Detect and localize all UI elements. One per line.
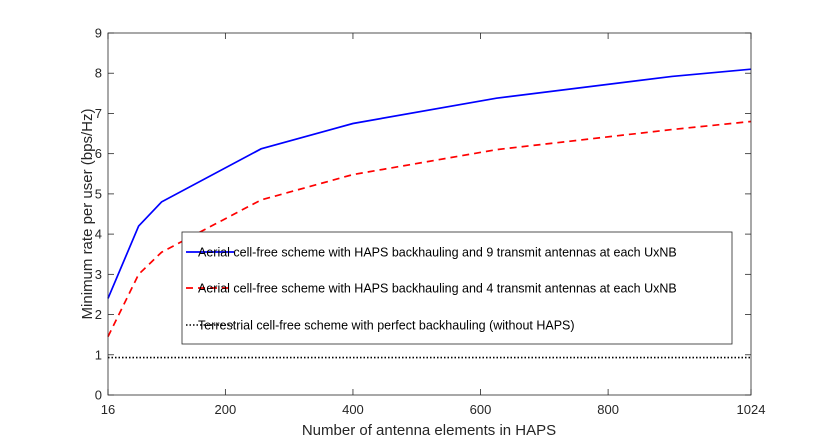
x-tick-label: 400 [342,402,364,417]
y-tick-label: 3 [95,267,102,282]
y-tick-label: 4 [95,227,102,242]
legend-label-2: Aerial cell-free scheme with HAPS backha… [198,282,677,296]
y-tick-label: 9 [95,26,102,41]
x-tick-label: 16 [101,402,115,417]
axes-box [107,32,752,396]
y-axis-label: Minimum rate per user (bps/Hz) [79,109,96,320]
series-line-1 [107,68,752,299]
y-tick-label: 7 [95,106,102,121]
series-line-2 [107,120,752,338]
x-axis-label: Number of antenna elements in HAPS [302,422,556,439]
y-tick-label: 1 [95,347,102,362]
x-tick-label: 800 [597,402,619,417]
ticks-layer: 16 200 400 600 800 1024 0 1 2 3 4 5 6 7 8 9 [95,26,766,418]
x-tick-label: 200 [215,402,237,417]
legend-box [181,231,733,345]
y-tick-label: 8 [95,66,102,81]
series-layer [107,68,752,359]
y-tick-label: 0 [95,388,102,403]
x-tick-label: 1024 [737,402,766,417]
legend: Aerial cell-free scheme with HAPS backha… [181,231,733,345]
y-tick-label: 6 [95,146,102,161]
axes-layer [107,32,752,396]
y-tick-label: 5 [95,186,102,201]
x-tick-label: 600 [470,402,492,417]
y-tick-label: 2 [95,307,102,322]
legend-label-1: Aerial cell-free scheme with HAPS backha… [198,246,677,260]
legend-label-3: Terrestrial cell-free scheme with perfec… [198,319,575,333]
